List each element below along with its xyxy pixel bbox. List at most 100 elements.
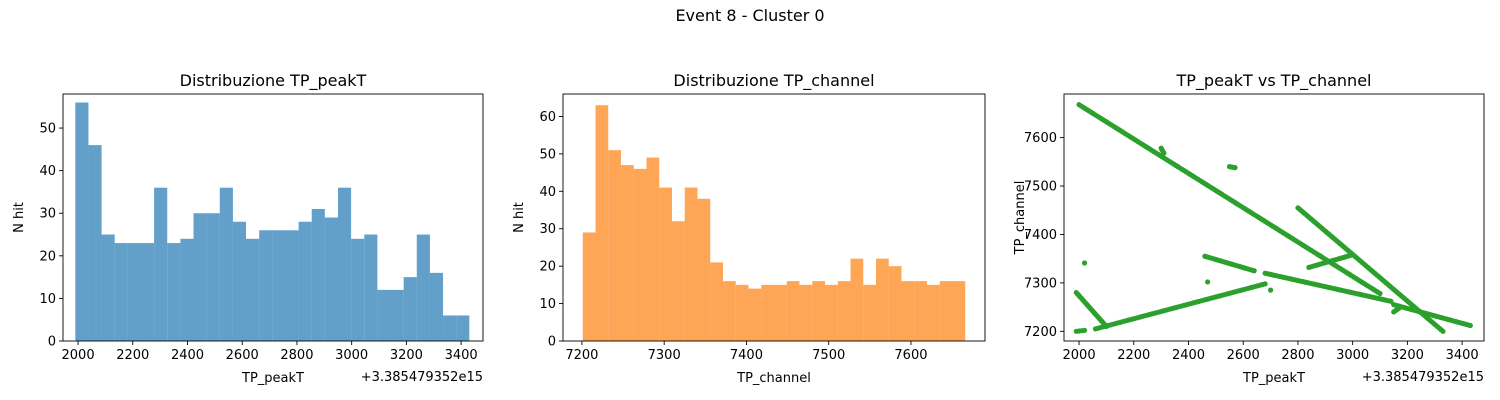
histogram-bar — [429, 272, 444, 341]
histogram-bar — [837, 281, 851, 341]
histogram-bar — [812, 281, 826, 341]
histogram-bar — [456, 315, 470, 341]
histogram-bar — [927, 284, 940, 341]
histogram-bar — [114, 243, 128, 341]
chart-panel-1: 7200 7300 7400 7500 7600 0 10 20 30 40 50 60 Distrib… — [512, 71, 986, 386]
histogram-bar — [285, 230, 299, 341]
histogram-bar — [786, 281, 800, 341]
histogram-bar — [390, 289, 404, 341]
x-tick-label: 3400 — [445, 348, 478, 363]
panel-title: Distribuzione TP_peakT — [180, 71, 367, 91]
histogram-bar — [582, 232, 596, 341]
y-tick-label: 30 — [539, 222, 556, 237]
y-tick-label: 7200 — [1024, 325, 1057, 340]
scatter-point — [1350, 252, 1356, 258]
histogram-bar — [324, 217, 338, 341]
histogram-bar — [939, 281, 953, 341]
histogram-bar — [232, 221, 247, 341]
y-tick-label: 7600 — [1024, 131, 1057, 146]
axes-frame — [1063, 93, 1485, 342]
scatter-point — [1081, 260, 1088, 266]
scatter-point — [1267, 287, 1274, 293]
x-tick-label: 7200 — [565, 348, 598, 363]
histogram-bar — [167, 243, 181, 341]
histogram-bar — [710, 262, 723, 341]
x-tick-label: 2200 — [1117, 348, 1150, 363]
histogram-bar — [646, 157, 660, 341]
scatter-point — [1467, 322, 1473, 329]
panel-title: Distribuzione TP_channel — [673, 71, 874, 91]
histogram-bar — [735, 284, 749, 341]
y-axis-label: N hit — [512, 202, 527, 233]
histogram-bar — [876, 258, 889, 341]
y-tick-label: 20 — [39, 249, 56, 264]
histogram-bar — [774, 284, 787, 341]
histogram-bar — [88, 145, 102, 341]
axes-frame — [562, 93, 986, 342]
histogram-bar — [595, 105, 609, 342]
x-tick-label: 3400 — [1446, 348, 1479, 363]
histogram-bar — [246, 238, 260, 341]
y-tick-label: 7400 — [1024, 228, 1057, 243]
histogram-bar — [416, 234, 430, 341]
scatter-point — [1251, 268, 1257, 274]
histogram-bar — [154, 187, 168, 341]
histogram-bar — [403, 277, 417, 341]
histogram-bar — [608, 150, 621, 341]
scatter-point — [1377, 290, 1383, 297]
histogram-bar — [364, 234, 378, 341]
x-tick-label: 2600 — [226, 348, 259, 363]
panel-title: TP_peakT vs TP_channel — [1176, 71, 1372, 91]
histogram-bar — [799, 284, 813, 341]
y-tick-label: 10 — [39, 292, 56, 307]
x-tick-label: 2000 — [62, 348, 95, 363]
chart-panel-0: 2000 2200 2400 2600 2800 3000 3200 3400 0 10 20 30 4… — [12, 71, 484, 386]
y-tick-label: 50 — [39, 122, 56, 137]
histogram-bar — [863, 284, 877, 341]
x-tick-label: 7300 — [648, 348, 681, 363]
histogram-bar — [671, 221, 685, 341]
histogram-bar — [761, 284, 774, 341]
x-tick-label: 2200 — [116, 348, 149, 363]
y-tick-label: 30 — [39, 207, 56, 222]
scatter-point — [1440, 328, 1446, 334]
y-axis-label: TP_channel — [1013, 181, 1028, 256]
scatter-point — [1205, 279, 1211, 285]
histogram-bar — [219, 187, 233, 341]
x-tick-label: 3000 — [1336, 348, 1369, 363]
figure-suptitle: Event 8 - Cluster 0 — [675, 6, 824, 25]
histogram-bar — [825, 284, 838, 341]
histogram-bar — [697, 198, 711, 341]
x-axis-label: TP_peakT — [1242, 371, 1305, 386]
histogram-bar — [620, 165, 634, 341]
histogram-bar — [377, 289, 391, 341]
histogram-bar — [311, 208, 325, 341]
y-tick-label: 10 — [539, 297, 556, 312]
y-tick-label: 0 — [548, 335, 556, 350]
scatter-point — [1396, 305, 1402, 311]
histogram-bar — [914, 281, 928, 341]
histogram-bar — [259, 230, 273, 341]
x-tick-label: 2400 — [171, 348, 204, 363]
x-tick-label: 2000 — [1063, 348, 1096, 363]
histogram-bar — [193, 213, 207, 341]
histogram-bar — [140, 243, 155, 341]
y-tick-label: 20 — [539, 260, 556, 275]
histogram-bar — [351, 238, 365, 341]
x-tick-label: 3200 — [390, 348, 423, 363]
x-tick-label: 3000 — [335, 348, 368, 363]
scatter-point — [1262, 281, 1268, 287]
x-tick-label: 2600 — [1227, 348, 1260, 363]
x-tick-label: 7600 — [894, 348, 927, 363]
histogram-bar — [722, 281, 736, 341]
y-tick-label: 0 — [48, 335, 56, 350]
scatter-point — [1232, 165, 1238, 171]
x-offset-label: +3.385479352e15 — [361, 370, 483, 385]
x-offset-label: +3.385479352e15 — [1362, 370, 1484, 385]
y-tick-label: 60 — [539, 110, 556, 125]
x-tick-label: 3200 — [1391, 348, 1424, 363]
histogram-bar — [748, 288, 762, 341]
histogram-bar — [659, 187, 672, 341]
histogram-bar — [337, 187, 352, 341]
chart-panel-2: 2000 2200 2400 2600 2800 3000 3200 3400 7200 7300… — [1013, 71, 1485, 386]
